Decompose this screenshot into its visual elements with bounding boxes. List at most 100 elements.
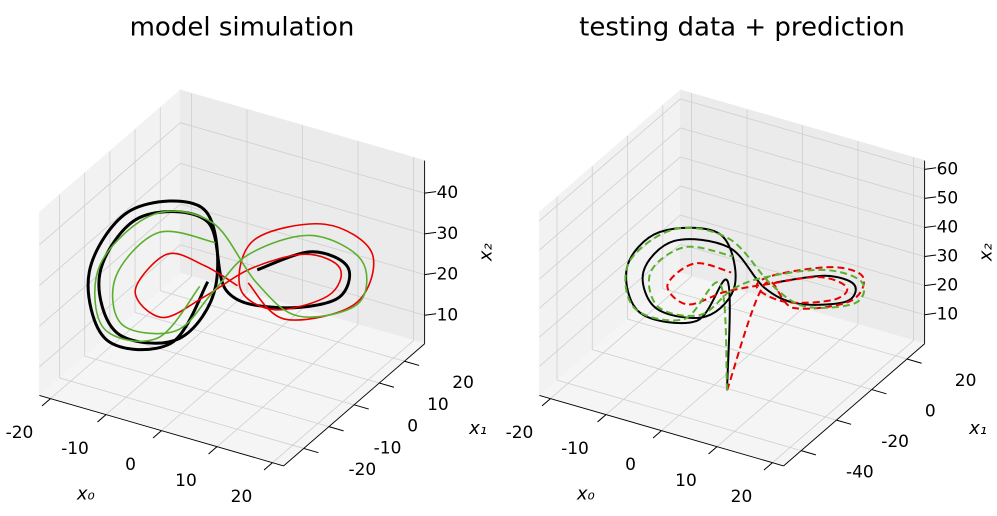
grid-line <box>680 98 925 170</box>
grid-line <box>180 244 425 316</box>
tick <box>801 450 817 456</box>
grid-line <box>680 214 925 287</box>
trajectory <box>625 226 857 391</box>
grid-line <box>592 349 837 421</box>
chart-title: testing data + prediction <box>579 13 905 43</box>
x-tick-label: 20 <box>231 487 253 507</box>
grid-line <box>109 333 355 406</box>
axis-line <box>539 394 784 467</box>
tick <box>424 231 437 235</box>
z-tick-label: 40 <box>437 183 459 203</box>
trajectory <box>624 226 866 391</box>
axis-line <box>283 343 425 467</box>
tick <box>924 283 937 287</box>
z-tick-label: 30 <box>937 247 959 267</box>
y-tick-label: 10 <box>427 395 449 415</box>
y-tick-label: -10 <box>374 438 402 458</box>
tick <box>763 462 773 471</box>
x-tick-label: 10 <box>675 471 697 491</box>
tick <box>906 358 922 364</box>
z-tick-label: 10 <box>437 305 459 325</box>
grid-line <box>661 308 803 431</box>
z-tick-label: 20 <box>437 265 459 285</box>
grid-line <box>680 156 925 228</box>
grid-line <box>772 340 914 463</box>
grid-line <box>627 318 872 390</box>
tick <box>924 225 937 228</box>
tick <box>924 167 937 170</box>
chart-title: model simulation <box>130 13 355 43</box>
x-tick-label: 10 <box>175 471 197 491</box>
grid-line <box>180 122 425 194</box>
tick <box>41 398 51 407</box>
grid-line <box>680 127 925 199</box>
z-axis-label: x₂ <box>476 243 497 262</box>
y-axis-label: x₁ <box>968 418 987 439</box>
grid-line <box>539 98 681 222</box>
y-tick-label: -40 <box>846 462 874 482</box>
trajectory <box>666 262 865 391</box>
y-tick-label: 0 <box>925 401 936 421</box>
z-tick-label: 60 <box>937 159 959 179</box>
grid-line <box>180 162 425 235</box>
tick <box>328 426 344 432</box>
x-tick-label: -10 <box>561 439 589 459</box>
grid-line <box>39 122 181 246</box>
tick <box>152 430 162 439</box>
grid-line <box>716 324 859 447</box>
x-tick-label: 0 <box>125 455 136 475</box>
grid-line <box>160 290 405 362</box>
x-tick-label: -20 <box>6 423 34 443</box>
tick <box>541 398 551 407</box>
z-axis-label: x₂ <box>976 243 997 262</box>
y-tick-label: 20 <box>452 373 474 393</box>
tick <box>424 191 437 194</box>
grid-line <box>539 243 681 367</box>
grid-line <box>180 203 425 275</box>
grid-line <box>539 185 681 309</box>
grid-line <box>84 355 330 428</box>
x-axis-label: x₀ <box>76 483 95 504</box>
tick <box>924 312 937 316</box>
tick <box>97 414 107 423</box>
x-tick-label: -20 <box>506 423 534 443</box>
tick <box>836 419 852 425</box>
trajectory <box>134 223 375 321</box>
grid-line <box>39 244 181 368</box>
trajectory <box>86 199 352 352</box>
grid-line <box>556 379 802 452</box>
tick <box>597 414 607 423</box>
tick <box>424 272 437 276</box>
grid-line <box>605 292 748 415</box>
tick <box>303 447 319 454</box>
tick <box>353 404 369 410</box>
y-tick-label: -20 <box>881 432 909 452</box>
tick <box>871 389 887 395</box>
grid-line <box>39 163 181 286</box>
x-tick-label: -10 <box>61 439 89 459</box>
tick <box>424 313 437 316</box>
trajectory <box>94 210 368 342</box>
z-tick-label: 50 <box>937 188 959 208</box>
x-tick-label: 0 <box>625 455 636 475</box>
grid-line <box>680 243 925 316</box>
y-axis-label: x₁ <box>468 418 487 439</box>
grid-line <box>134 312 380 384</box>
grid-line <box>539 156 681 280</box>
tick <box>924 254 937 258</box>
tick <box>708 446 718 455</box>
y-tick-label: 20 <box>955 371 977 391</box>
x-axis-label: x₀ <box>576 483 595 504</box>
z-tick-label: 10 <box>937 305 959 325</box>
z-tick-label: 20 <box>937 276 959 296</box>
tick <box>404 360 420 366</box>
tick <box>379 382 395 388</box>
tick <box>208 446 218 455</box>
grid-line <box>539 127 681 251</box>
z-tick-label: 30 <box>437 224 459 244</box>
tick <box>652 430 662 439</box>
x-tick-label: 20 <box>731 487 753 507</box>
y-tick-label: 0 <box>407 417 418 437</box>
z-tick-label: 40 <box>937 217 959 237</box>
